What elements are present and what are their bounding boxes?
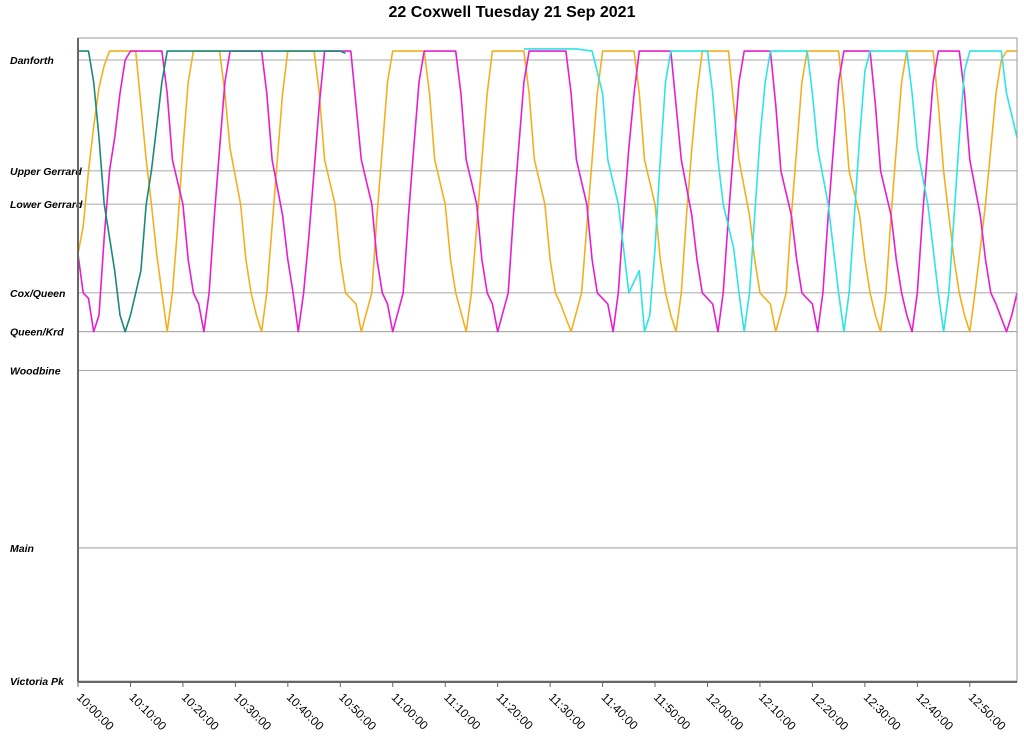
- x-tick-label: 11:00:00: [389, 690, 432, 733]
- stop-label: Victoria Pk: [10, 676, 65, 688]
- x-tick-label: 11:50:00: [651, 690, 694, 733]
- x-tick-label: 11:10:00: [441, 690, 484, 733]
- stop-label: Danforth: [10, 55, 54, 67]
- series-lines: [77, 48, 1018, 333]
- x-tick-label: 12:10:00: [756, 690, 799, 733]
- series-line: [77, 50, 1018, 333]
- series-line: [78, 50, 346, 333]
- stop-label: Woodbine: [10, 366, 61, 378]
- chart-title: 22 Coxwell Tuesday 21 Sep 2021: [388, 4, 636, 21]
- x-tick-label: 12:30:00: [861, 690, 904, 733]
- stop-label: Cox/Queen: [10, 288, 65, 300]
- stop-label: Queen/Krd: [10, 327, 64, 339]
- x-tick-label: 10:00:00: [74, 690, 117, 733]
- stop-label: Lower Gerrard: [10, 199, 83, 211]
- x-tick-label: 11:30:00: [546, 690, 589, 733]
- x-tick-label: 11:20:00: [494, 690, 537, 733]
- stop-label: Main: [10, 543, 34, 555]
- x-tick-label: 11:40:00: [598, 690, 641, 733]
- series-line: [77, 50, 1017, 333]
- x-tick-label: 12:50:00: [966, 690, 1009, 733]
- stop-labels: Danforth Upper Gerrard Lower Gerrard Cox/Qu…: [10, 55, 83, 688]
- x-tick-label: 12:00:00: [703, 690, 746, 733]
- axes: [77, 37, 1018, 687]
- x-tick-label: 10:20:00: [179, 690, 222, 733]
- stop-label: Upper Gerrard: [10, 166, 82, 178]
- x-tick-label: 10:10:00: [126, 690, 169, 733]
- x-tick-label: 10:30:00: [231, 690, 274, 733]
- x-tick-labels: 10:00:00 10:10:00 10:20:00 10:30:00 10:40:00…: [74, 690, 1009, 733]
- x-tick-label: 12:40:00: [913, 690, 956, 733]
- x-tick-label: 10:40:00: [284, 690, 327, 733]
- x-tick-label: 12:20:00: [808, 690, 851, 733]
- series-line: [523, 48, 1018, 333]
- x-tick-label: 10:50:00: [336, 690, 379, 733]
- plot-frame: [77, 37, 1018, 683]
